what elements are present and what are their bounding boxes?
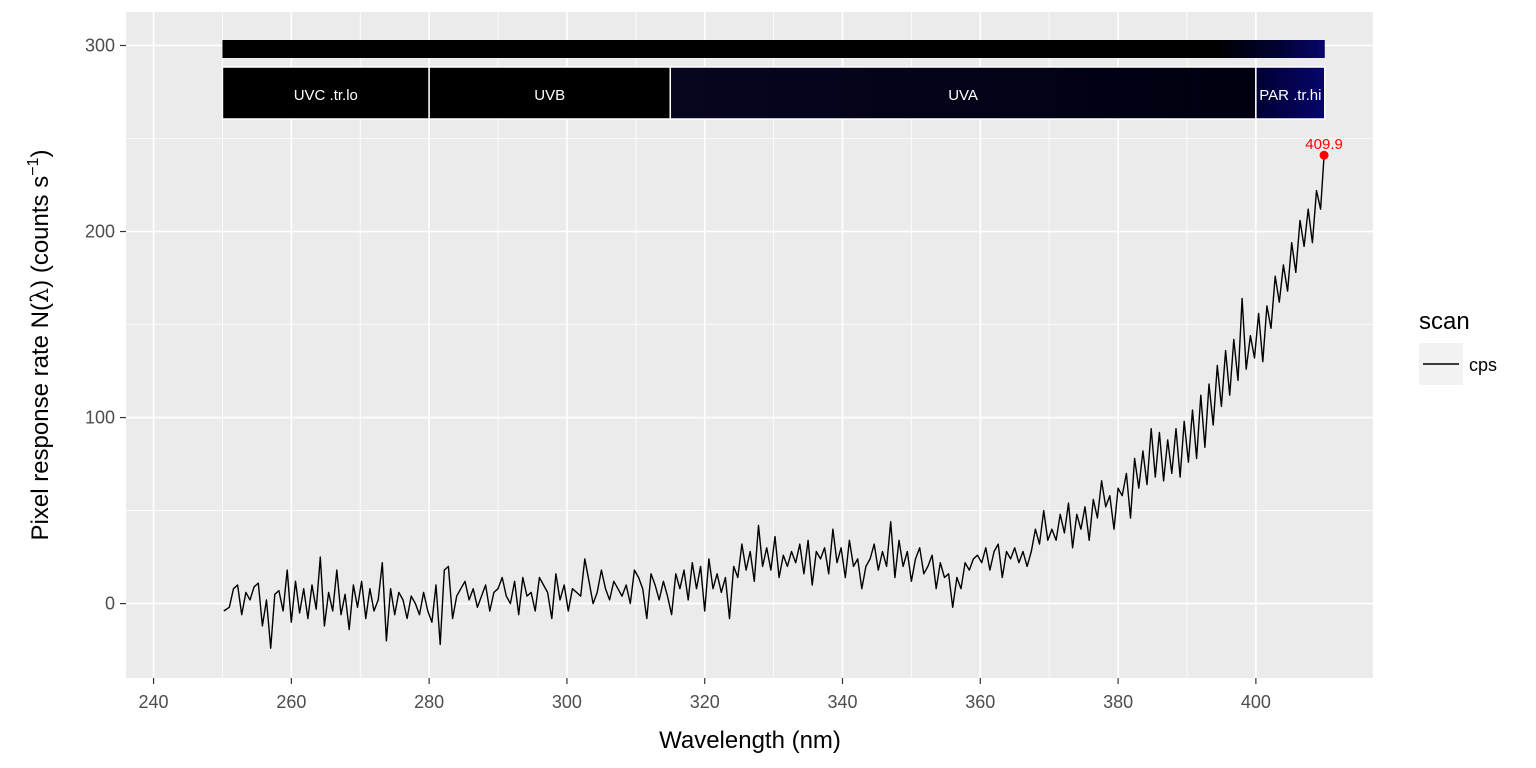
minor-gridlines [126, 12, 1373, 678]
x-tick-label: 380 [1103, 692, 1133, 712]
waveband-colour-bar [222, 40, 1325, 58]
x-tick-label: 400 [1241, 692, 1271, 712]
x-tick-label: 300 [552, 692, 582, 712]
x-tick-label: 280 [414, 692, 444, 712]
y-tick-label: 0 [105, 594, 115, 614]
y-axis-title-main: Pixel response rate N( [27, 303, 54, 540]
peak-label: 409.9 [1305, 136, 1343, 153]
legend: scan cps [1419, 308, 1497, 385]
waveband-uva [669, 66, 1257, 120]
waveband-annotations: UVC .tr.lo UVB UVA PAR .tr.hi [221, 40, 1326, 120]
y-tick-label: 300 [85, 35, 115, 55]
y-tick-label: 100 [85, 408, 115, 428]
x-tick-label: 260 [276, 692, 306, 712]
x-axis: 240 260 280 300 320 340 360 380 400 [139, 678, 1271, 712]
waveband-label-uva: UVA [948, 87, 978, 104]
series-layer [223, 155, 1325, 649]
x-tick-label: 340 [827, 692, 857, 712]
y-axis-title-end: ) [27, 150, 54, 158]
waveband-label-par-tr-hi: PAR .tr.hi [1259, 87, 1321, 104]
x-tick-label: 240 [139, 692, 169, 712]
waveband-par-tr-hi [1255, 66, 1326, 120]
peak-point [1319, 150, 1329, 160]
y-tick-label: 200 [85, 222, 115, 242]
x-axis-title: Wavelength (nm) [659, 727, 841, 754]
legend-title: scan [1419, 308, 1470, 335]
y-axis-title-units: ) (counts s [27, 176, 54, 288]
y-axis-title-lambda: λ [26, 288, 54, 303]
waveband-label-uvc-tr-lo: UVC .tr.lo [294, 87, 358, 104]
waveband-label-uvb: UVB [534, 87, 565, 104]
y-axis: 0 100 200 300 [85, 35, 126, 614]
series-line-cps [223, 155, 1325, 649]
legend-label-cps: cps [1469, 355, 1497, 375]
peak-annotation: 409.9 [1305, 136, 1343, 160]
plot-panel [126, 12, 1373, 678]
y-axis-title-superscript: −1 [25, 157, 42, 175]
x-tick-label: 360 [965, 692, 995, 712]
y-axis-title: Pixel response rate N(λ) (counts s−1) [25, 150, 54, 541]
x-tick-label: 320 [690, 692, 720, 712]
